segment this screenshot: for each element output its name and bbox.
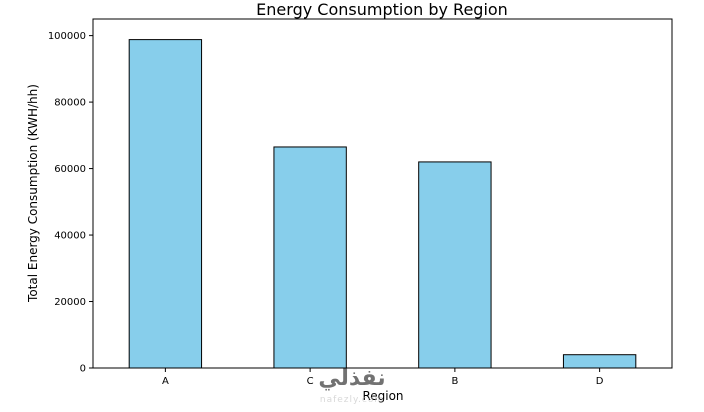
bar-d	[562, 354, 637, 369]
y-tick-label: 40000	[54, 231, 86, 242]
y-tick-label: 80000	[54, 98, 86, 109]
x-axis-label: Region	[362, 389, 403, 403]
y-tick-label: 100000	[48, 31, 86, 42]
bar-c	[273, 146, 347, 369]
x-tick-label: A	[162, 376, 169, 387]
watermark: نفذلي nafezly.com	[318, 366, 385, 405]
bar-b	[418, 161, 492, 369]
y-axis-ticks: 0 20000 40000 60000 80000 100000	[48, 31, 93, 375]
bars-layer	[128, 39, 637, 369]
y-tick-label: 60000	[54, 164, 86, 175]
x-tick-label: D	[596, 376, 604, 387]
y-axis-label: Total Energy Consumption (KWH/hh)	[26, 84, 40, 303]
x-tick-label: C	[307, 376, 314, 387]
watermark-url: nafezly.com	[320, 395, 384, 405]
plot-area-frame	[92, 18, 673, 369]
watermark-logo: نفذلي	[318, 366, 385, 391]
y-tick-label: 0	[80, 364, 86, 375]
y-tick-label: 20000	[54, 297, 86, 308]
x-tick-label: B	[451, 376, 458, 387]
chart-title: Energy Consumption by Region	[256, 0, 508, 19]
bar-a	[128, 39, 203, 369]
